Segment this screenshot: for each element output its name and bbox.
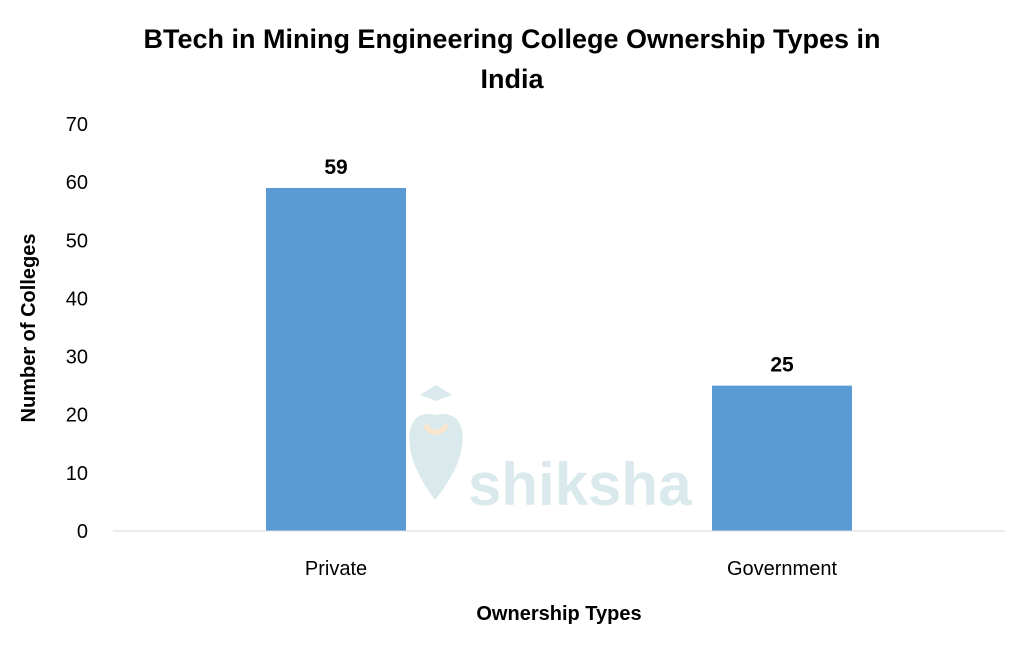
y-tick-label: 20 <box>66 405 88 427</box>
y-tick-label: 10 <box>66 463 88 485</box>
watermark-logo: shiksha <box>409 385 692 518</box>
svg-text:shiksha: shiksha <box>468 451 692 518</box>
x-tick-label: Private <box>305 558 367 580</box>
chart-title-line-2: India <box>480 64 544 94</box>
y-tick-label: 50 <box>66 230 88 252</box>
y-tick-label: 40 <box>66 288 88 310</box>
y-tick-label: 70 <box>66 114 88 136</box>
x-axis-label: Ownership Types <box>476 603 641 625</box>
bar-private <box>266 187 406 531</box>
y-tick-label: 0 <box>77 521 88 543</box>
y-tick-label: 30 <box>66 347 88 369</box>
data-label: 25 <box>770 354 794 377</box>
x-tick-label: Government <box>727 558 837 580</box>
y-axis-label: Number of Colleges <box>18 234 40 423</box>
data-label: 59 <box>324 156 347 179</box>
chart-title-line-1: BTech in Mining Engineering College Owne… <box>143 24 880 54</box>
y-tick-label: 60 <box>66 172 88 194</box>
bar-government <box>712 385 852 531</box>
